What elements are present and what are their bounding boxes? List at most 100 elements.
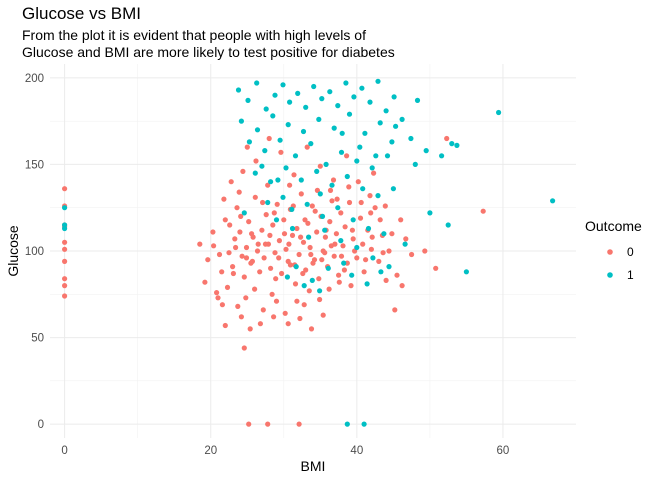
y-tick-label: 0 — [38, 419, 44, 431]
data-point-outcome-1 — [378, 269, 384, 275]
data-point-outcome-0 — [253, 158, 259, 164]
data-point-outcome-1 — [375, 193, 381, 199]
data-point-outcome-0 — [376, 258, 382, 264]
data-point-outcome-0 — [255, 241, 261, 247]
data-point-outcome-1 — [275, 177, 281, 183]
data-point-outcome-0 — [331, 253, 337, 259]
data-point-outcome-0 — [282, 310, 288, 316]
data-point-outcome-0 — [257, 269, 263, 275]
data-point-outcome-0 — [216, 251, 223, 258]
data-point-outcome-0 — [369, 234, 375, 240]
y-tick-label: 150 — [25, 159, 44, 171]
data-point-outcome-1 — [283, 165, 289, 171]
data-point-outcome-1 — [357, 144, 363, 150]
data-point-outcome-1 — [304, 201, 310, 207]
data-point-outcome-1 — [62, 205, 68, 211]
data-point-outcome-0 — [62, 293, 68, 299]
data-point-outcome-0 — [298, 234, 304, 240]
data-point-outcome-1 — [238, 118, 244, 124]
data-point-outcome-0 — [349, 227, 355, 233]
data-point-outcome-1 — [319, 213, 326, 219]
data-point-outcome-1 — [354, 244, 360, 251]
data-point-outcome-0 — [260, 307, 266, 313]
data-point-outcome-0 — [273, 276, 279, 282]
data-point-outcome-0 — [350, 236, 356, 242]
data-point-outcome-0 — [342, 224, 348, 230]
data-point-outcome-1 — [423, 148, 429, 154]
data-point-outcome-0 — [215, 295, 221, 301]
data-point-outcome-0 — [244, 144, 250, 150]
data-point-outcome-0 — [340, 243, 346, 249]
data-point-outcome-0 — [320, 312, 326, 318]
data-point-outcome-1 — [414, 97, 421, 103]
data-point-outcome-0 — [234, 205, 240, 211]
data-point-outcome-0 — [287, 182, 293, 188]
data-point-outcome-0 — [249, 231, 255, 237]
data-point-outcome-1 — [370, 255, 376, 261]
data-point-outcome-0 — [380, 250, 386, 256]
data-point-outcome-1 — [327, 89, 333, 95]
data-point-outcome-0 — [285, 321, 291, 327]
data-point-outcome-0 — [62, 283, 68, 289]
data-point-outcome-0 — [271, 210, 277, 216]
data-point-outcome-1 — [390, 186, 396, 192]
data-point-outcome-0 — [222, 322, 228, 329]
data-point-outcome-1 — [367, 99, 373, 105]
data-point-outcome-0 — [297, 315, 303, 322]
x-tick-label: 20 — [204, 445, 217, 457]
data-point-outcome-1 — [391, 94, 397, 100]
data-point-outcome-1 — [316, 116, 322, 122]
data-point-outcome-0 — [322, 250, 328, 256]
data-point-outcome-0 — [240, 168, 246, 174]
data-point-outcome-0 — [265, 421, 271, 427]
data-point-outcome-0 — [422, 248, 428, 254]
data-point-outcome-1 — [301, 283, 307, 289]
data-point-outcome-0 — [307, 244, 313, 251]
data-point-outcome-1 — [369, 165, 375, 171]
data-point-outcome-0 — [266, 135, 272, 142]
data-point-outcome-0 — [283, 246, 289, 252]
legend-title: Outcome — [585, 218, 642, 234]
data-point-outcome-1 — [309, 277, 315, 283]
data-point-outcome-0 — [298, 191, 304, 197]
data-point-outcome-0 — [230, 270, 236, 277]
data-point-outcome-0 — [269, 291, 275, 297]
data-point-outcome-1 — [259, 163, 265, 169]
data-point-outcome-0 — [355, 179, 361, 185]
data-point-outcome-0 — [382, 203, 388, 209]
data-point-outcome-1 — [412, 161, 418, 167]
data-point-outcome-0 — [228, 179, 234, 185]
data-point-outcome-0 — [241, 345, 247, 351]
data-point-outcome-0 — [265, 182, 271, 188]
data-point-outcome-0 — [221, 196, 227, 202]
data-point-outcome-0 — [309, 203, 315, 209]
chart-subtitle: From the plot it is evident that people … — [22, 27, 542, 61]
data-point-outcome-1 — [361, 421, 367, 427]
legend-items: 01 — [607, 245, 634, 282]
data-point-outcome-0 — [260, 199, 266, 206]
data-point-outcome-0 — [344, 260, 350, 266]
data-point-outcome-0 — [235, 303, 241, 309]
data-point-outcome-1 — [335, 103, 341, 109]
data-point-outcome-1 — [335, 205, 341, 211]
data-point-outcome-0 — [243, 255, 250, 261]
data-point-outcome-0 — [222, 217, 228, 223]
data-point-outcome-0 — [286, 241, 292, 247]
data-point-outcome-0 — [274, 201, 280, 207]
data-point-outcome-1 — [292, 153, 299, 159]
data-point-outcome-0 — [409, 251, 415, 258]
data-point-outcome-0 — [252, 194, 258, 200]
data-point-outcome-1 — [496, 109, 502, 116]
data-point-outcome-1 — [383, 108, 389, 114]
data-point-outcome-0 — [346, 184, 352, 190]
data-point-outcome-0 — [361, 269, 367, 275]
data-point-outcome-0 — [238, 213, 244, 219]
data-point-outcome-1 — [325, 265, 331, 271]
legend-label-1: 1 — [627, 268, 634, 282]
data-point-outcome-0 — [249, 258, 255, 264]
data-point-outcome-1 — [314, 168, 320, 174]
data-point-outcome-0 — [294, 225, 300, 232]
data-point-outcome-0 — [292, 281, 299, 287]
data-point-outcome-0 — [444, 135, 450, 142]
